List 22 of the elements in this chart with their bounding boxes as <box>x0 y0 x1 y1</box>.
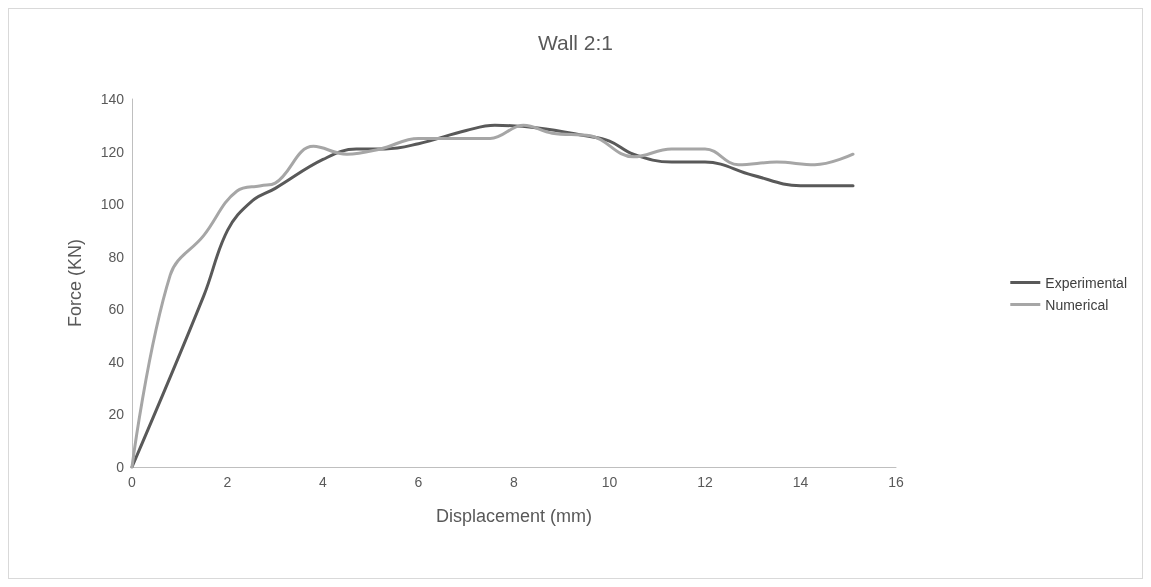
x-tick-label: 6 <box>414 474 423 490</box>
y-axis-title: Force (KN) <box>65 238 85 328</box>
x-tick-label: 10 <box>601 474 618 490</box>
x-tick-label: 0 <box>128 474 137 490</box>
y-tick-label: 120 <box>100 143 125 160</box>
y-tick-label: 140 <box>100 91 125 107</box>
x-axis-title: Displacement (mm) <box>435 506 593 526</box>
y-tick-label: 20 <box>108 406 125 423</box>
legend-label: Numerical <box>1045 296 1109 313</box>
x-tick-label: 16 <box>888 474 904 490</box>
y-tick-label: 40 <box>108 353 125 370</box>
x-tick-label: 4 <box>319 474 328 490</box>
y-tick-label: 60 <box>108 301 125 318</box>
y-tick-label: 100 <box>100 196 125 213</box>
chart-title: Wall 2:1 <box>537 31 614 54</box>
legend-label: Experimental <box>1045 274 1127 291</box>
y-tick-label: 0 <box>116 459 125 475</box>
x-tick-label: 8 <box>510 474 519 490</box>
x-tick-label: 12 <box>697 474 713 490</box>
x-tick-label: 14 <box>792 474 809 490</box>
y-tick-label: 80 <box>108 248 125 265</box>
x-tick-label: 2 <box>223 474 232 490</box>
